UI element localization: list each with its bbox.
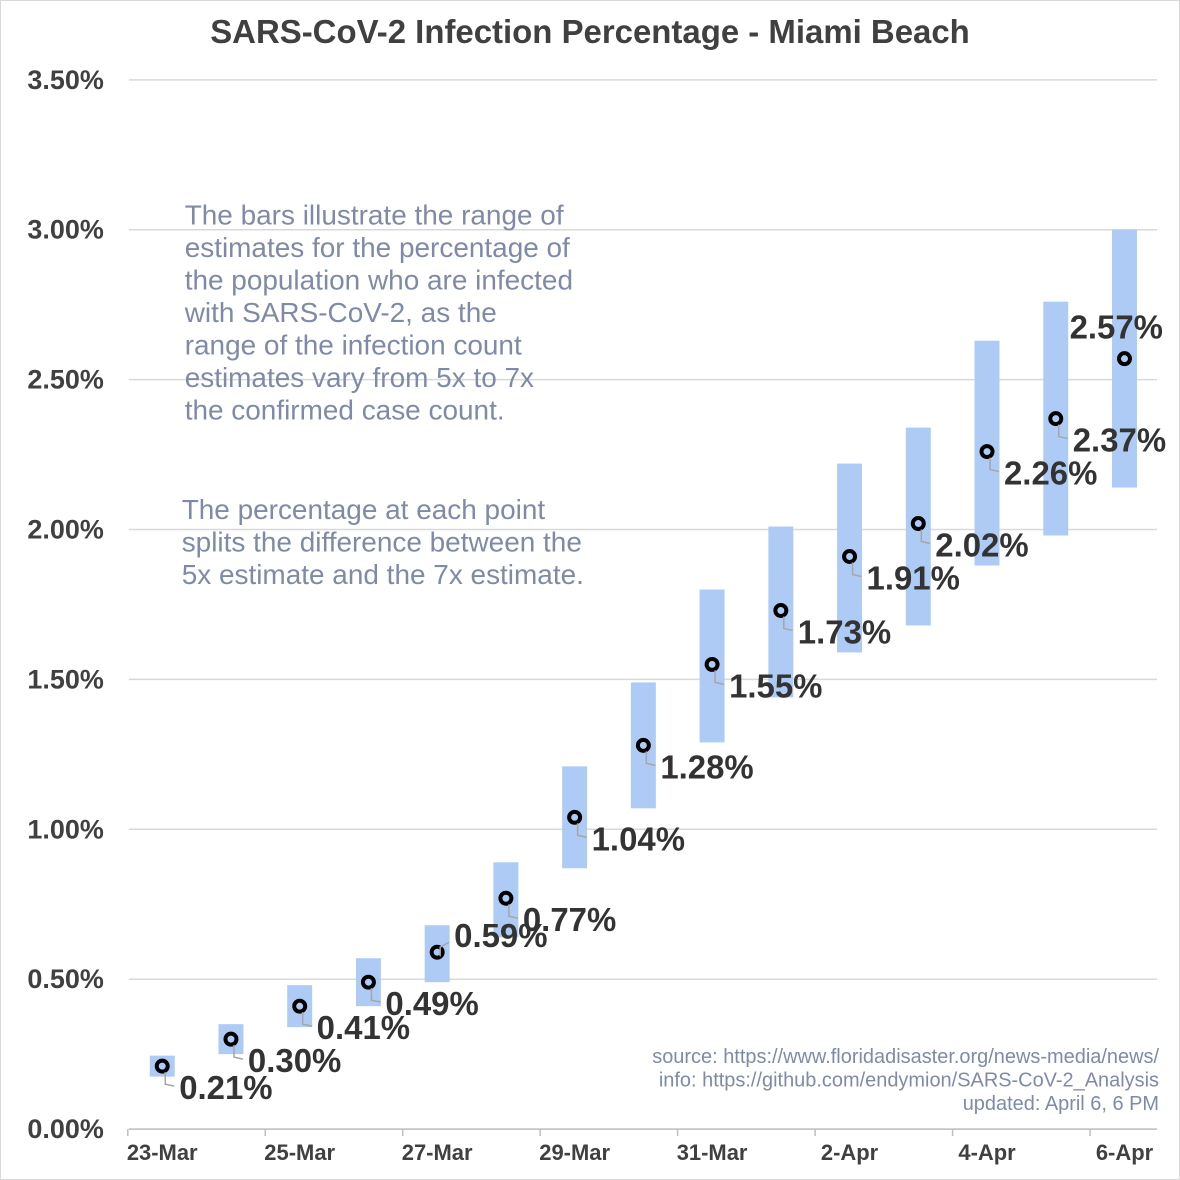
range-bar	[1112, 229, 1137, 488]
x-tick-label: 29-Mar	[539, 1140, 610, 1165]
data-label: 0.49%	[385, 985, 478, 1022]
data-label: 2.02%	[935, 526, 1028, 563]
data-label: 2.37%	[1073, 422, 1166, 459]
data-point	[704, 656, 720, 672]
range-bar	[699, 589, 725, 743]
annotation-line: the confirmed case count.	[185, 394, 505, 425]
x-axis: 23-Mar 25-Mar 27-Mar 29-Mar 31-Mar 2-Apr 4-Apr…	[127, 1128, 1158, 1165]
range-bars	[149, 229, 1137, 1077]
chart-title: SARS-CoV-2 Infection Percentage - Miami …	[210, 13, 970, 50]
data-point	[910, 516, 926, 532]
data-point	[773, 602, 789, 618]
data-label: 1.55%	[729, 667, 822, 704]
data-label: 1.28%	[660, 748, 753, 785]
leader-line	[851, 562, 862, 578]
y-tick-label: 1.50%	[27, 664, 103, 694]
source-line: source: https://www.floridadisaster.org/…	[652, 1046, 1159, 1068]
range-bar	[905, 427, 931, 626]
leader-line	[301, 1012, 312, 1027]
gridlines	[128, 79, 1158, 1130]
data-label: 1.73%	[798, 613, 891, 650]
data-point	[360, 974, 376, 990]
x-tick-label: 27-Mar	[402, 1140, 473, 1165]
data-point	[635, 737, 651, 753]
leader-line	[783, 616, 793, 632]
data-point	[567, 809, 583, 825]
data-label: 0.59%	[454, 917, 547, 954]
range-bar	[355, 958, 381, 1007]
data-point	[979, 444, 995, 460]
leader-line	[370, 988, 381, 1003]
data-point	[1048, 411, 1064, 427]
range-bar	[424, 925, 450, 983]
leader-line	[164, 1072, 175, 1087]
data-point	[498, 890, 514, 906]
y-tick-label: 3.50%	[27, 65, 103, 95]
x-tick-label: 6-Apr	[1096, 1140, 1154, 1165]
annotation-line: range of the infection count	[185, 329, 522, 360]
leader-line	[714, 670, 725, 686]
y-tick-label: 2.00%	[27, 515, 103, 545]
range-bar	[218, 1024, 244, 1055]
data-points	[154, 351, 1132, 1074]
data-label: 0.41%	[317, 1009, 410, 1046]
leader-line	[989, 457, 1000, 473]
leader-line	[439, 941, 450, 957]
y-tick-label: 1.00%	[27, 814, 103, 844]
annotation-line: estimates for the percentage of	[185, 232, 570, 263]
range-bar	[287, 985, 313, 1028]
range-bar	[630, 682, 656, 809]
source-line: info: https://github.com/endymion/SARS-C…	[659, 1070, 1159, 1092]
range-bar	[562, 766, 588, 869]
x-tick-label: 31-Mar	[677, 1140, 748, 1165]
annotation-line: splits the difference between the	[182, 527, 582, 558]
data-point	[842, 549, 858, 564]
data-label: 1.04%	[592, 820, 685, 857]
data-label: 0.21%	[179, 1069, 272, 1106]
data-label: 1.91%	[867, 559, 960, 596]
y-tick-label: 3.00%	[27, 215, 103, 245]
range-bar	[149, 1055, 175, 1077]
data-label: 0.30%	[248, 1042, 341, 1079]
x-tick-label: 25-Mar	[264, 1140, 335, 1165]
source-note: source: https://www.floridadisaster.org/…	[652, 1046, 1159, 1115]
annotation-line: 5x estimate and the 7x estimate.	[182, 559, 584, 590]
data-label: 2.57%	[1070, 309, 1163, 346]
annotation-line: the population who are infected	[185, 265, 573, 296]
data-point	[292, 998, 308, 1014]
data-label: 2.26%	[1004, 455, 1097, 492]
leader-line	[576, 823, 587, 839]
leader-line	[233, 1045, 244, 1060]
leader-line	[920, 529, 931, 545]
leader-line	[508, 904, 519, 919]
annotation-line: The percentage at each point	[182, 494, 546, 525]
range-bar	[1043, 301, 1069, 536]
range-bar	[493, 862, 519, 938]
annotation-range-note: The bars illustrate the range ofestimate…	[184, 200, 573, 426]
data-point	[1117, 351, 1132, 367]
range-bar	[974, 340, 1000, 566]
annotation-line: The bars illustrate the range of	[185, 200, 564, 231]
x-tick-label: 23-Mar	[127, 1140, 198, 1165]
x-tick-label: 4-Apr	[958, 1140, 1016, 1165]
data-labels: 0.21%0.30%0.41%0.49% 0.59%0.77% 1.04% 1.28%…	[164, 309, 1166, 1106]
range-bar	[768, 526, 794, 698]
data-point	[154, 1058, 170, 1074]
y-tick-label: 0.50%	[27, 964, 103, 994]
leader-line	[645, 751, 656, 767]
range-bar	[837, 463, 863, 653]
y-tick-label: 0.00%	[27, 1114, 103, 1144]
y-axis-ticks: 0.00% 0.50% 1.00% 1.50% 2.00% 2.50% 3.00% 3.50%	[27, 65, 103, 1144]
data-point	[429, 944, 445, 960]
data-label: 0.77%	[523, 901, 616, 938]
y-tick-label: 2.50%	[27, 365, 103, 395]
data-point	[223, 1031, 239, 1047]
x-tick-label: 2-Apr	[821, 1140, 879, 1165]
annotation-line: with SARS-CoV-2, as the	[184, 297, 497, 328]
annotation-line: estimates vary from 5x to 7x	[185, 362, 534, 393]
leader-line	[1058, 424, 1068, 440]
source-line: updated: April 6, 6 PM	[963, 1093, 1159, 1115]
